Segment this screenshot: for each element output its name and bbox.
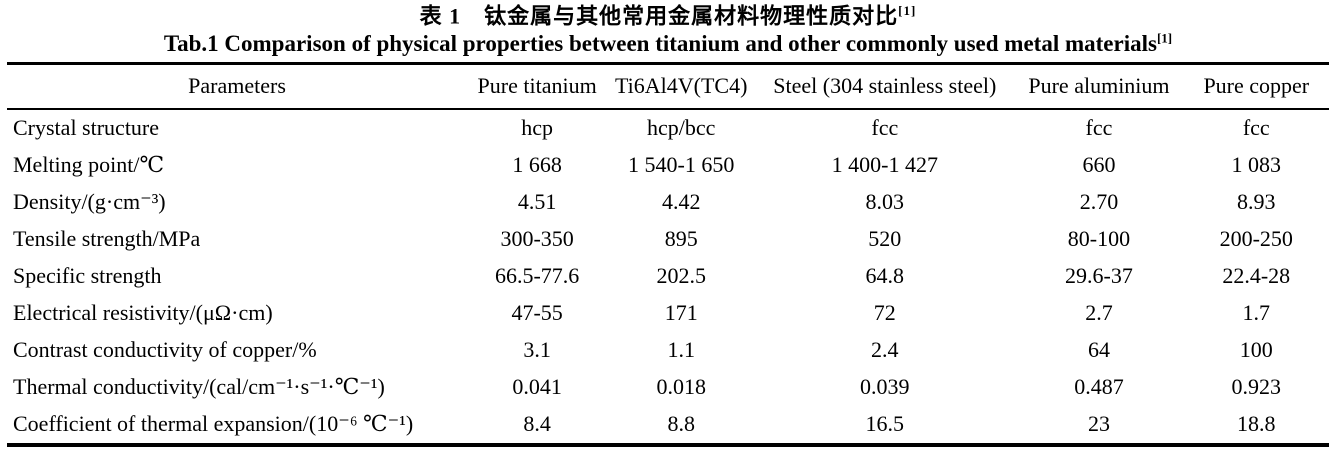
row-label: Thermal conductivity/(cal/cm⁻¹·s⁻¹·℃⁻¹)	[13, 374, 385, 400]
column-header-material: Ti6Al4V(TC4)	[615, 73, 748, 99]
column-header-material: Pure titanium	[477, 73, 597, 99]
cell-value: fcc	[871, 115, 899, 141]
cell-value: 1.1	[667, 337, 695, 363]
cell-value: 200-250	[1219, 226, 1293, 252]
table-row: Crystal structure hcp hcp/bcc fcc fcc fcc	[7, 109, 1329, 147]
table-row: Thermal conductivity/(cal/cm⁻¹·s⁻¹·℃⁻¹) 0…	[7, 369, 1329, 406]
table-row: Specific strength 66.5-77.6 202.5 64.8 29.6-…	[7, 258, 1329, 295]
table-row: Electrical resistivity/(μΩ·cm) 47-55 171 72…	[7, 295, 1329, 332]
cell-value: 2.70	[1079, 189, 1119, 215]
cell-value: 29.6-37	[1065, 263, 1133, 289]
cell-value: 22.4-28	[1222, 263, 1291, 289]
row-label: Density/(g·cm⁻³)	[13, 189, 166, 215]
row-label: Specific strength	[13, 263, 162, 289]
cell-value: 520	[868, 226, 902, 252]
cell-value: 8.93	[1237, 189, 1276, 215]
table-title-english: Tab.1 Comparison of physical properties …	[0, 30, 1336, 58]
column-header-material: Pure copper	[1203, 73, 1310, 99]
table-header-row: Parameters Pure titanium Ti6Al4V(TC4) Steel…	[7, 64, 1329, 110]
cell-value: 47-55	[511, 300, 563, 326]
cell-value: 66.5-77.6	[494, 263, 580, 289]
cell-value: 18.8	[1237, 411, 1276, 437]
row-label: Crystal structure	[13, 115, 160, 141]
cell-value: 8.4	[523, 411, 551, 437]
cell-value: 0.923	[1231, 374, 1282, 400]
table-row: Density/(g·cm⁻³) 4.51 4.42 8.03 2.70 8.93	[7, 184, 1329, 221]
cell-value: 4.42	[661, 189, 701, 215]
citation-reference-zh: [1]	[898, 3, 917, 18]
cell-value: 64	[1087, 337, 1110, 363]
table-row: Tensile strength/MPa 300-350 895 520 80-100 2…	[7, 221, 1329, 258]
table-title-chinese: 表 1 钛金属与其他常用金属材料物理性质对比[1]	[0, 3, 1336, 30]
cell-value: 0.487	[1074, 374, 1124, 400]
row-label: Melting point/℃	[13, 152, 165, 178]
row-label: Electrical resistivity/(μΩ·cm)	[13, 300, 273, 326]
table-title-english-text: Tab.1 Comparison of physical properties …	[163, 31, 1157, 57]
cell-value: 2.4	[871, 337, 899, 363]
cell-value: 171	[664, 300, 698, 326]
column-header-parameters: Parameters	[188, 73, 286, 99]
cell-value: 0.018	[656, 374, 706, 400]
column-header-material: Steel (304 stainless steel)	[773, 73, 997, 99]
citation-reference-en: [1]	[1156, 30, 1173, 46]
cell-value: hcp	[521, 115, 553, 141]
row-label: Coefficient of thermal expansion/(10⁻⁶ ℃…	[13, 411, 414, 437]
properties-comparison-table: Parameters Pure titanium Ti6Al4V(TC4) Steel…	[7, 62, 1329, 448]
cell-value: 1 540-1 650	[628, 152, 735, 178]
cell-value: 1 400-1 427	[831, 152, 938, 178]
cell-value: 202.5	[656, 263, 706, 289]
cell-value: hcp/bcc	[647, 115, 716, 141]
cell-value: 660	[1082, 152, 1116, 178]
cell-value: 64.8	[865, 263, 905, 289]
column-header-material: Pure aluminium	[1028, 73, 1170, 99]
cell-value: 2.7	[1085, 300, 1113, 326]
cell-value: 8.8	[667, 411, 695, 437]
table-row: Coefficient of thermal expansion/(10⁻⁶ ℃…	[7, 406, 1329, 445]
cell-value: 1 083	[1231, 152, 1282, 178]
table-row: Contrast conductivity of copper/% 3.1 1.1 2…	[7, 332, 1329, 369]
cell-value: fcc	[1085, 115, 1113, 141]
cell-value: 4.51	[517, 189, 557, 215]
cell-value: 1.7	[1242, 300, 1271, 326]
cell-value: 895	[664, 226, 698, 252]
cell-value: fcc	[1242, 115, 1270, 141]
cell-value: 72	[873, 300, 896, 326]
cell-value: 16.5	[865, 411, 905, 437]
row-label: Tensile strength/MPa	[13, 226, 201, 252]
table-titles: 表 1 钛金属与其他常用金属材料物理性质对比[1] Tab.1 Comparis…	[0, 3, 1336, 58]
row-label: Contrast conductivity of copper/%	[13, 337, 317, 363]
cell-value: 8.03	[865, 189, 905, 215]
cell-value: 300-350	[500, 226, 574, 252]
cell-value: 23	[1087, 411, 1110, 437]
table-row: Melting point/℃ 1 668 1 540-1 650 1 400-1 4…	[7, 147, 1329, 184]
cell-value: 80-100	[1067, 226, 1131, 252]
cell-value: 3.1	[523, 337, 551, 363]
cell-value: 0.039	[860, 374, 910, 400]
cell-value: 100	[1239, 337, 1273, 363]
cell-value: 1 668	[512, 152, 562, 178]
table-title-chinese-text: 表 1 钛金属与其他常用金属材料物理性质对比	[419, 3, 899, 29]
cell-value: 0.041	[512, 374, 562, 400]
